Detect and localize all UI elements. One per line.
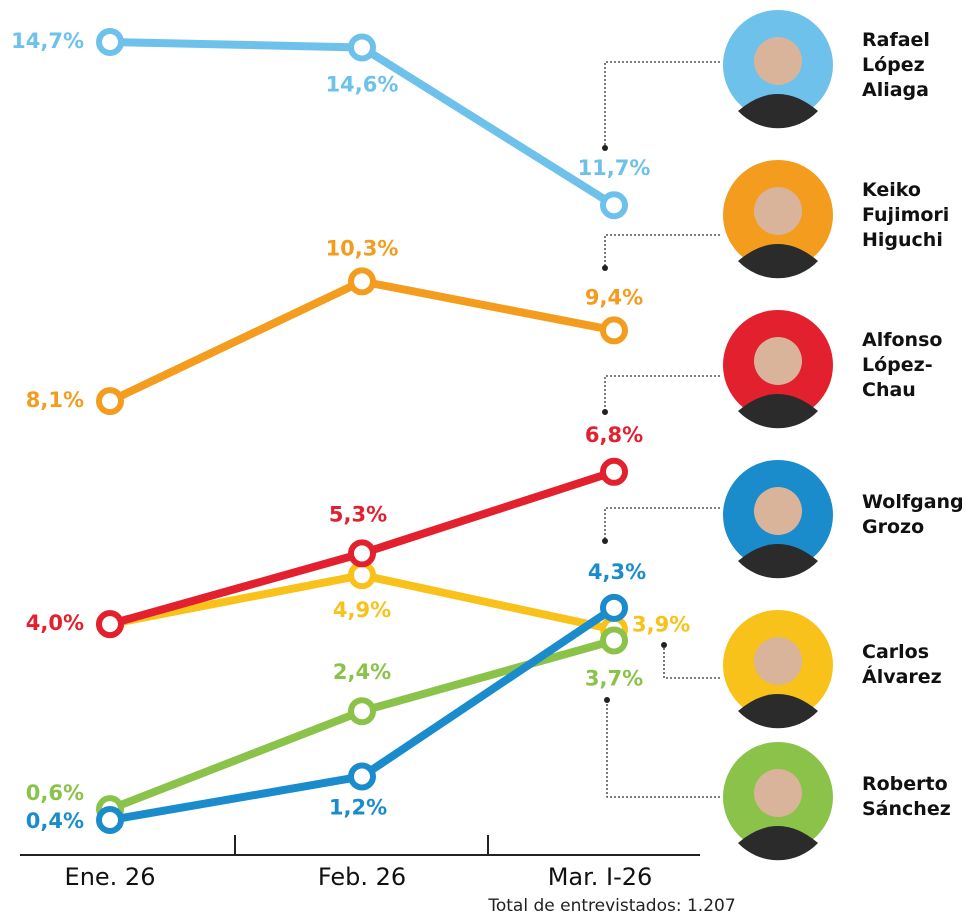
value-label: 4,3% [588,560,646,584]
value-label: 5,3% [329,502,387,526]
connector-dot [661,642,667,648]
portrait-face [754,487,802,535]
value-label: 0,6% [26,781,84,805]
legend-entry: Wolfgang Grozo [862,491,964,538]
value-label: 4,9% [333,598,391,622]
point-marker [348,762,376,791]
connector-dot [602,538,608,544]
value-label: 4,0% [26,611,84,635]
portrait-body [738,244,818,279]
portrait-body [738,394,818,429]
point-marker [348,561,376,590]
value-label: 3,9% [632,613,690,637]
line [108,277,615,405]
point-marker [348,697,376,726]
point-marker [600,593,628,622]
x-tick-label: Ene. 26 [65,863,156,891]
point-marker [600,316,628,345]
point-marker [600,457,628,486]
value-label: 0,4% [26,809,84,833]
legend-entry: Roberto Sánchez [862,773,951,820]
connector [604,61,720,148]
connector [606,700,720,798]
point-marker [348,267,376,296]
line [109,38,617,209]
point-marker [96,387,124,416]
x-tick-label: Feb. 26 [318,863,406,891]
connector [604,375,720,412]
footnote: Total de entrevistados: 1.207 [487,896,735,916]
value-label: 8,1% [26,388,84,412]
value-label: 14,6% [326,72,399,96]
portrait-body [738,544,818,579]
point-marker [96,28,124,56]
portrait-face [754,187,802,235]
legend-entry: Carlos Álvarez [862,641,942,688]
portrait-face [754,637,802,685]
legend-entry: Keiko Fujimori Higuchi [862,178,950,251]
portrait-body [738,94,818,129]
portrait-face [754,337,802,385]
connector [663,645,720,679]
value-label: 1,2% [329,795,387,819]
portrait-body [738,694,818,729]
point-marker [348,539,376,568]
connector-dot [602,265,608,271]
value-label: 14,7% [11,29,84,53]
x-tick-label: Mar. I-26 [548,863,653,891]
legend-entry: Alfonso López-Chau [862,328,943,401]
point-marker [96,610,124,639]
value-label: 10,3% [326,236,399,260]
point-marker [96,806,124,834]
connector-dot [602,145,608,151]
value-label: 11,7% [578,156,651,180]
connector [604,234,720,268]
value-label: 3,7% [585,666,643,690]
portrait-face [754,37,802,85]
point-marker [348,33,376,62]
connector [604,507,720,541]
value-label: 6,8% [585,423,643,447]
portrait-face [754,769,802,817]
connector-dot [602,409,608,415]
point-marker [600,191,628,220]
portrait-body [738,826,818,861]
connector-dot [604,697,610,703]
legend-entry: Rafael López Aliaga [862,28,930,101]
point-marker [600,626,628,655]
value-label: 2,4% [333,660,391,684]
value-label: 9,4% [585,285,643,309]
